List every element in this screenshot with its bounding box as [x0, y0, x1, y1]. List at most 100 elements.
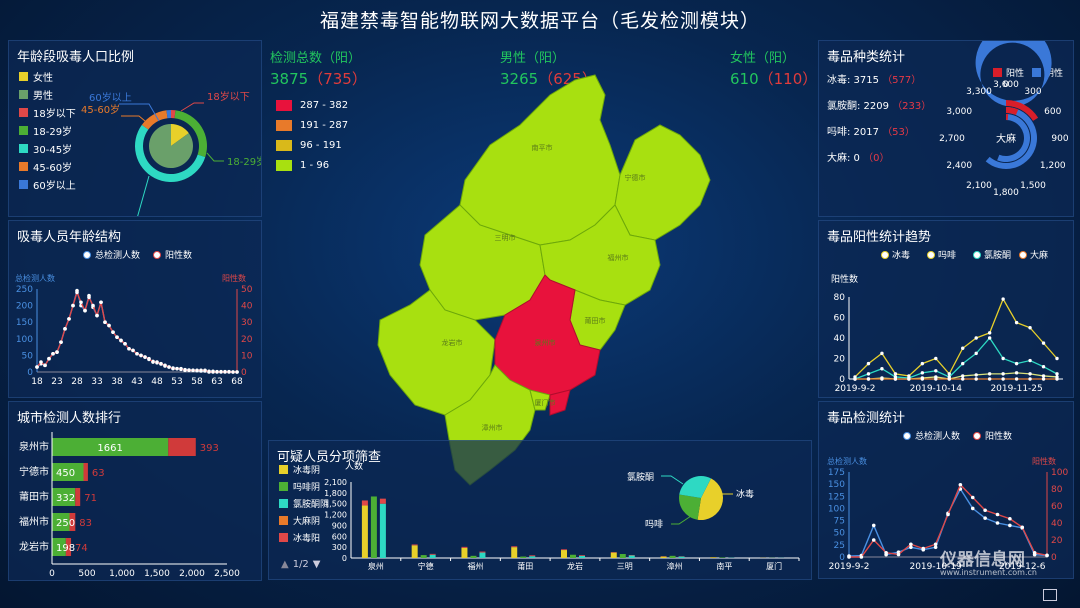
legend-label: 冰毒阳: [293, 534, 321, 544]
legend-swatch: [19, 72, 28, 81]
region-xiamen-island[interactable]: [549, 389, 571, 416]
pager-prev-icon[interactable]: ▲: [281, 559, 289, 570]
series-point: [179, 366, 183, 371]
legend-item[interactable]: 18-29岁: [19, 123, 72, 138]
series-point: [871, 538, 876, 542]
map-legend-swatch: [276, 120, 292, 131]
callout-line: [206, 152, 224, 162]
bar-total: [52, 463, 84, 481]
region-xiamen[interactable]: [529, 389, 551, 411]
tick-left: 250: [16, 285, 33, 295]
tick-right: 0: [241, 368, 247, 378]
tick-x: 漳州: [667, 561, 683, 571]
stat-positive: （110）: [758, 70, 818, 88]
ring-tick: 1,800: [993, 188, 1019, 198]
legend-item[interactable]: 氯胺酮阴: [279, 497, 329, 510]
series-line-总检测人数: [36, 287, 237, 373]
tick-y: 1,200: [324, 511, 347, 520]
series-point: [59, 340, 63, 344]
ring-tick: 2,100: [966, 181, 992, 191]
bar-value-positive: 71: [84, 493, 97, 504]
map-legend-item[interactable]: 96 - 191: [276, 140, 342, 151]
series-point: [853, 377, 857, 381]
drug-name-total: 氯胺酮: 2209: [827, 101, 893, 112]
drug-row: 氯胺酮: 2209 （233）: [827, 97, 931, 112]
series-point: [163, 363, 167, 368]
bar-冰毒阳: [461, 546, 468, 548]
series-point: [947, 377, 951, 381]
series-point: [1014, 361, 1019, 366]
series-point: [961, 374, 965, 378]
pie-slice-30-45岁: [135, 124, 206, 182]
series-point: [1028, 358, 1032, 363]
region-ningde[interactable]: [614, 124, 711, 241]
legend-item[interactable]: 男性: [19, 87, 53, 102]
map-legend-item[interactable]: 1 - 96: [276, 160, 329, 171]
bar-冰毒阳: [511, 546, 518, 548]
legend-item[interactable]: 吗啡阴: [279, 480, 320, 493]
bar-吗啡阴: [470, 555, 477, 558]
legend-label: 30-45岁: [33, 145, 73, 156]
bar-氯胺酮阴: [529, 556, 536, 558]
pager-next-icon[interactable]: ▼: [312, 559, 321, 570]
tick-x: 2019-10-14: [910, 384, 963, 394]
legend-label: 大麻阴: [293, 517, 321, 527]
fullscreen-icon[interactable]: [1043, 589, 1057, 601]
callout-line: [661, 475, 684, 485]
tick-y: 300: [332, 543, 347, 552]
legend-item[interactable]: 30-45岁: [19, 141, 72, 156]
legend-label: 18-29岁: [33, 127, 73, 138]
map-legend-label: 96 - 191: [300, 140, 342, 151]
series-point: [859, 555, 864, 559]
bar-氯胺酮阴: [479, 552, 486, 558]
legend-item[interactable]: 冰毒阴: [279, 463, 320, 476]
legend-item[interactable]: 18岁以下: [19, 105, 76, 120]
ring-tick: 900: [1051, 134, 1068, 144]
series-point: [151, 360, 155, 364]
ring-tick: 300: [1024, 87, 1041, 97]
tick-y: 1,500: [324, 500, 347, 509]
ring-tick: 1,500: [1020, 181, 1046, 191]
ring-tick: 1,200: [1040, 161, 1066, 171]
map-legend-swatch: [276, 140, 292, 151]
tick-left: 100: [16, 335, 33, 345]
region-nanping[interactable]: [459, 74, 621, 246]
series-point: [987, 331, 992, 335]
legend-label: 60岁以上: [33, 181, 76, 192]
map-legend-item[interactable]: 287 - 382: [276, 100, 348, 111]
tick-x: 2,000: [179, 569, 205, 579]
bar-氯胺酮阴: [678, 556, 685, 558]
series-point: [167, 365, 171, 369]
legend-label: 氯胺酮: [984, 249, 1011, 261]
bar-冰毒阴: [660, 556, 667, 558]
series-point: [1055, 377, 1059, 381]
ring-吗啡-negative: [997, 114, 1030, 162]
legend-item[interactable]: 大麻阴: [279, 514, 320, 527]
series-point: [155, 360, 159, 364]
series-point: [970, 495, 975, 500]
legend-item[interactable]: 45-60岁: [19, 159, 72, 174]
series-point: [1055, 356, 1059, 361]
ring-冰毒-negative: [975, 41, 1052, 107]
legend-item[interactable]: 女性: [19, 69, 53, 84]
series-point: [934, 377, 938, 381]
legend-item[interactable]: 冰毒阳: [279, 531, 320, 544]
bar-吗啡阴: [669, 555, 676, 558]
series-point: [215, 370, 219, 374]
tick-right: 100: [1051, 468, 1068, 478]
legend-dot: [973, 432, 981, 440]
series-point: [866, 361, 871, 366]
series-point: [87, 295, 91, 300]
series-point: [55, 350, 59, 354]
series-point: [199, 368, 203, 373]
map-legend-label: 1 - 96: [300, 160, 330, 171]
series-point: [75, 290, 79, 295]
pie-label: 氯胺酮: [627, 471, 654, 483]
bar-氯胺酮阴: [429, 554, 436, 558]
map-legend-item[interactable]: 191 - 287: [276, 120, 348, 131]
series-point: [958, 482, 963, 487]
bar-category-label: 宁德市: [19, 465, 49, 478]
ring-氯胺酮-negative: [985, 107, 1037, 169]
legend-item[interactable]: 60岁以上: [19, 177, 76, 192]
